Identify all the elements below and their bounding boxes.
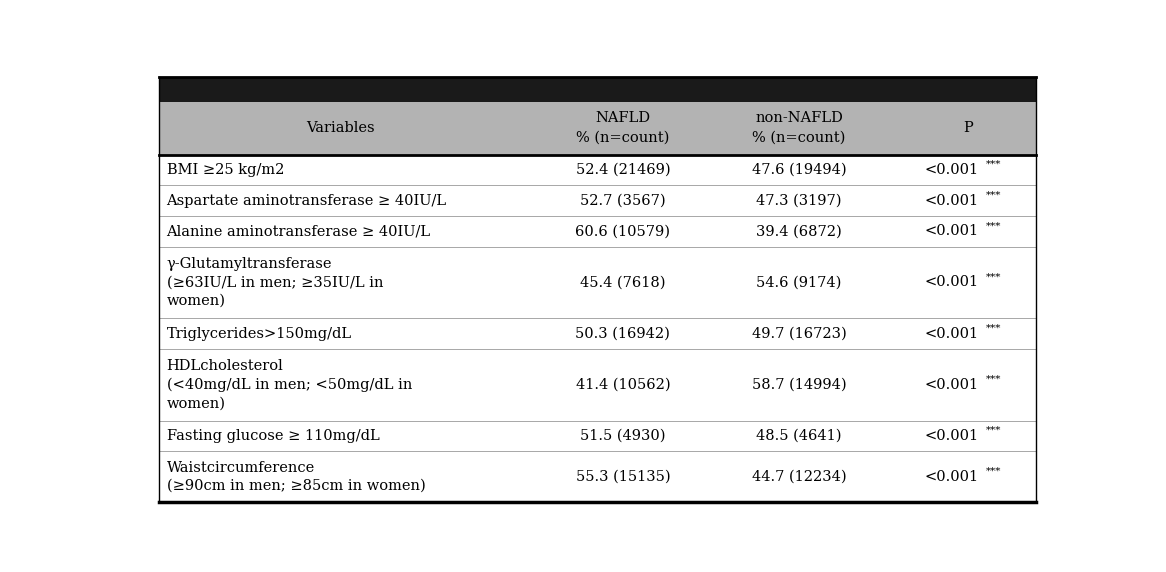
Text: Triglycerides>150mg/dL: Triglycerides>150mg/dL [167,327,352,340]
Text: ***: *** [985,273,1002,281]
Text: γ-Glutamyltransferase
(≥63IU/L in men; ≥35IU/L in
women): γ-Glutamyltransferase (≥63IU/L in men; ≥… [167,257,384,308]
Bar [160,185,1035,216]
Text: ***: *** [985,375,1002,384]
Text: ***: *** [985,426,1002,435]
Text: 51.5 (4930): 51.5 (4930) [581,429,666,443]
Text: Waistcircumference
(≥90cm in men; ≥85cm in women): Waistcircumference (≥90cm in men; ≥85cm … [167,460,426,493]
Bar [160,247,1035,318]
Bar [160,420,1035,451]
Text: 45.4 (7618): 45.4 (7618) [581,276,666,289]
Bar [160,318,1035,349]
Text: 41.4 (10562): 41.4 (10562) [576,378,670,392]
Text: Aspartate aminotransferase ≥ 40IU/L: Aspartate aminotransferase ≥ 40IU/L [167,193,447,208]
Text: Alanine aminotransferase ≥ 40IU/L: Alanine aminotransferase ≥ 40IU/L [167,224,430,239]
Text: <0.001: <0.001 [925,163,979,177]
Text: BMI ≥25 kg/m2: BMI ≥25 kg/m2 [167,163,283,177]
Bar [160,102,1035,154]
Text: non-NAFLD
% (n=count): non-NAFLD % (n=count) [752,112,845,145]
Text: ***: *** [985,324,1002,333]
Text: ***: *** [985,467,1002,476]
Text: ***: *** [985,221,1002,231]
Text: 50.3 (16942): 50.3 (16942) [576,327,670,340]
Text: HDLcholesterol
(<40mg/dL in men; <50mg/dL in
women): HDLcholesterol (<40mg/dL in men; <50mg/d… [167,359,412,411]
Text: 48.5 (4641): 48.5 (4641) [757,429,842,443]
Text: 44.7 (12234): 44.7 (12234) [752,470,847,484]
Text: 60.6 (10579): 60.6 (10579) [575,224,670,239]
Text: The ratio of NAFLD according to clinical characteristics: The ratio of NAFLD according to clinical… [366,20,800,34]
Text: P: P [963,121,972,135]
Text: <0.001: <0.001 [925,470,979,484]
Bar [160,216,1035,247]
Text: 54.6 (9174): 54.6 (9174) [757,276,842,289]
Text: 52.7 (3567): 52.7 (3567) [580,193,666,208]
Text: <0.001: <0.001 [925,378,979,392]
Text: <0.001: <0.001 [925,327,979,340]
Text: 58.7 (14994): 58.7 (14994) [752,378,847,392]
Text: 49.7 (16723): 49.7 (16723) [752,327,847,340]
Text: Fasting glucose ≥ 110mg/dL: Fasting glucose ≥ 110mg/dL [167,429,379,443]
Text: ***: *** [985,191,1002,200]
Bar [160,451,1035,502]
Text: <0.001: <0.001 [925,276,979,289]
Text: 39.4 (6872): 39.4 (6872) [757,224,842,239]
Text: <0.001: <0.001 [925,193,979,208]
Text: 47.6 (19494): 47.6 (19494) [752,163,847,177]
Text: NAFLD
% (n=count): NAFLD % (n=count) [576,112,669,145]
Bar [160,77,1035,102]
Text: 52.4 (21469): 52.4 (21469) [576,163,670,177]
Text: 47.3 (3197): 47.3 (3197) [757,193,842,208]
Text: 55.3 (15135): 55.3 (15135) [576,470,670,484]
Text: Variables: Variables [305,121,374,135]
Bar [160,154,1035,185]
Text: <0.001: <0.001 [925,429,979,443]
Text: ***: *** [985,160,1002,169]
Bar [160,349,1035,420]
Text: <0.001: <0.001 [925,224,979,239]
